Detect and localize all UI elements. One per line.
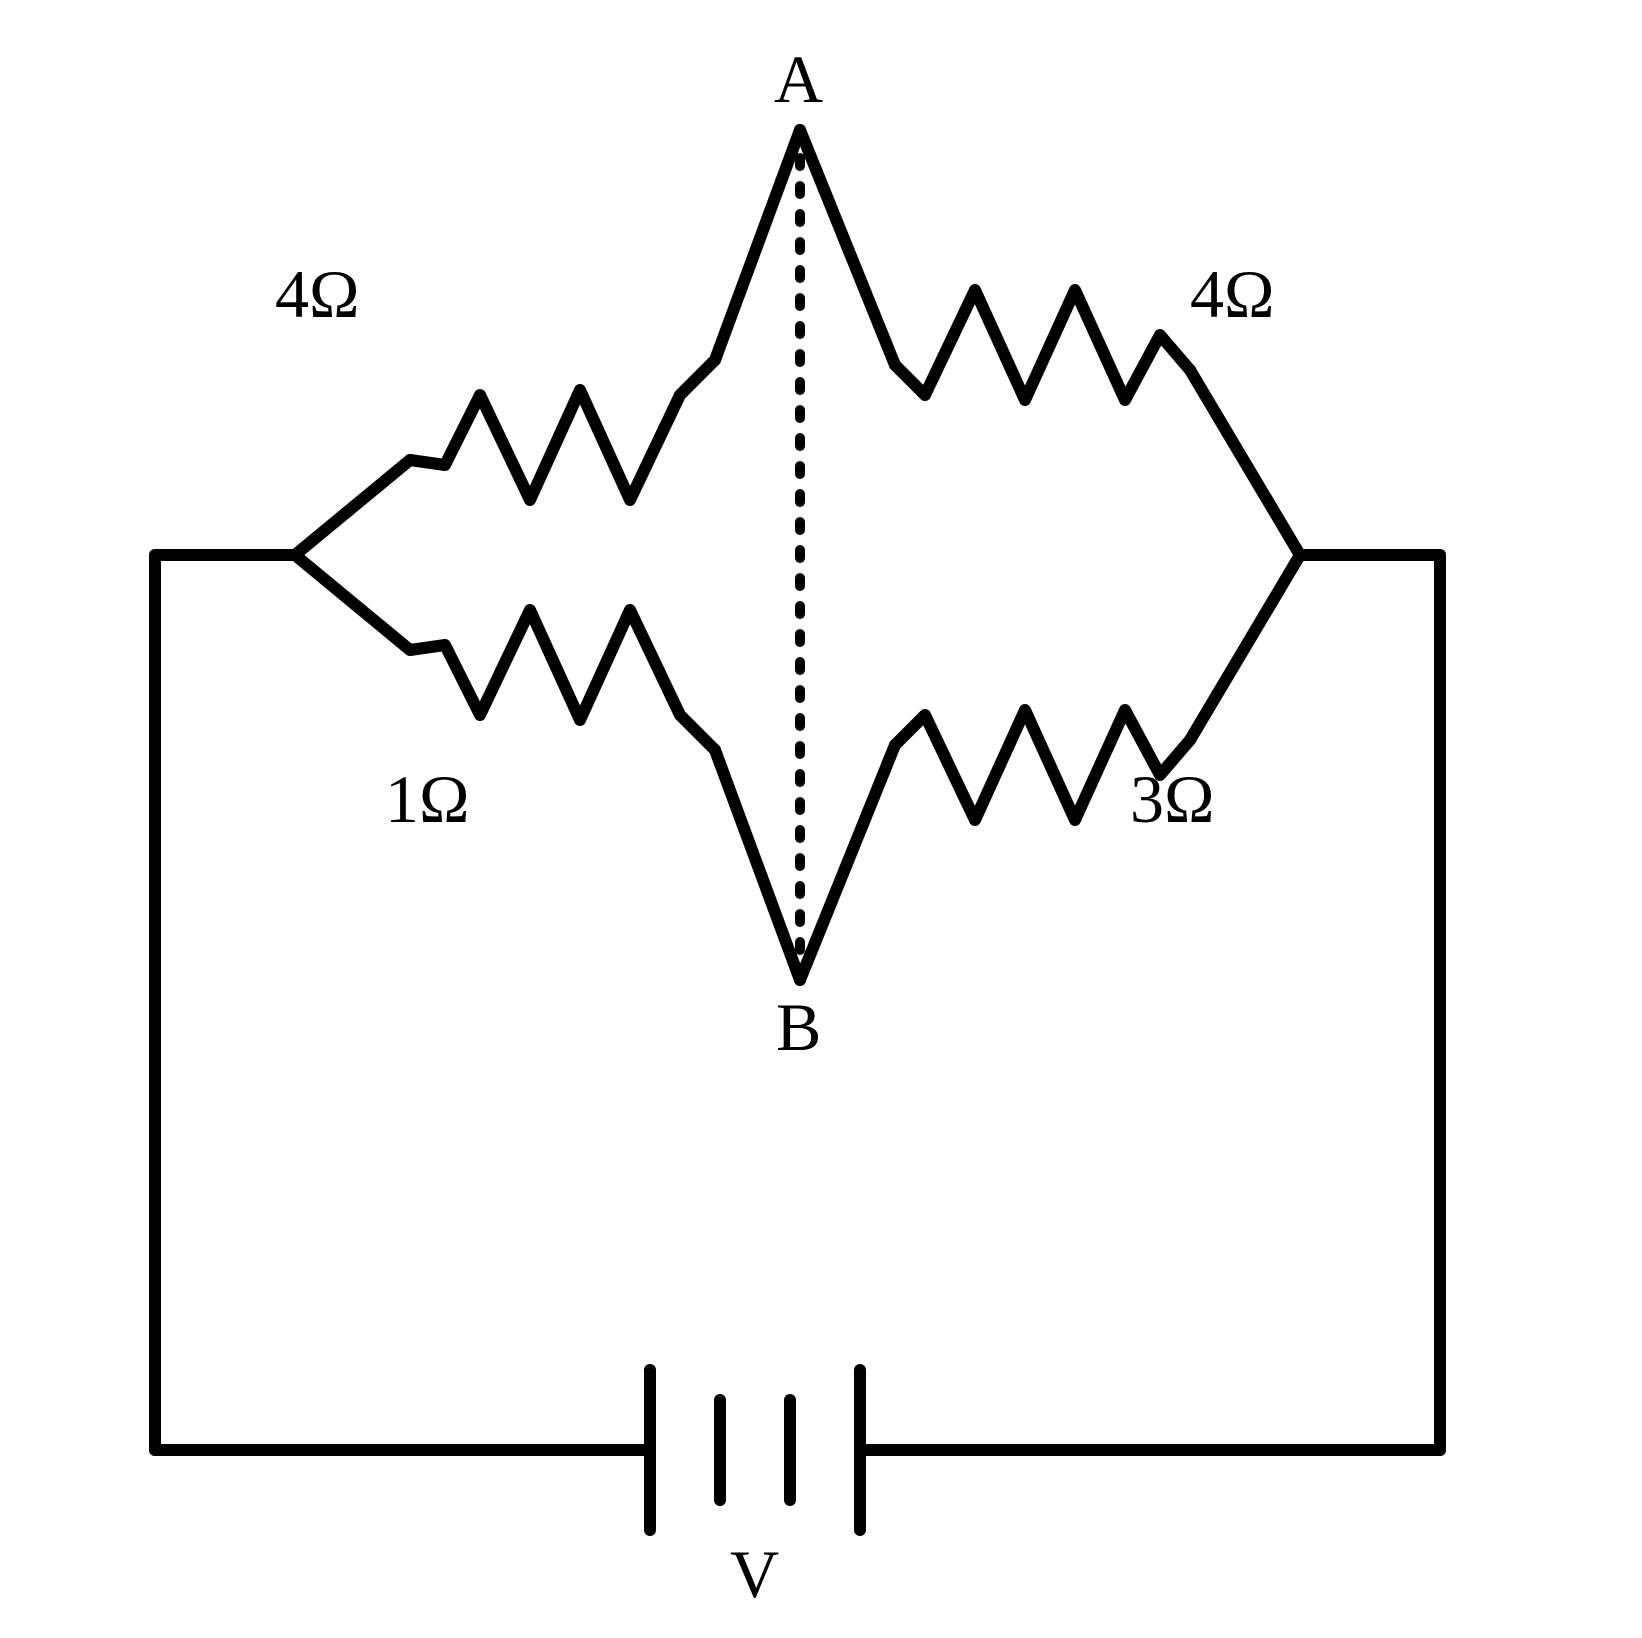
- resistor-label-bottom-left: 1Ω: [385, 760, 470, 839]
- resistor-bottom-left: [295, 555, 800, 980]
- resistor-top-left: [295, 130, 800, 555]
- voltage-source-label: V: [730, 1535, 779, 1614]
- resistor-label-top-right: 4Ω: [1190, 255, 1275, 334]
- node-label-B: B: [776, 988, 821, 1067]
- resistor-bottom-right: [800, 555, 1300, 980]
- circuit-diagram: A B 4Ω 4Ω 1Ω 3Ω V: [0, 0, 1642, 1633]
- node-label-A: A: [774, 40, 823, 119]
- circuit-svg: [0, 0, 1642, 1633]
- resistor-top-right: [800, 130, 1300, 555]
- voltage-source: [650, 1370, 945, 1530]
- resistor-label-bottom-right: 3Ω: [1130, 760, 1215, 839]
- resistor-label-top-left: 4Ω: [275, 255, 360, 334]
